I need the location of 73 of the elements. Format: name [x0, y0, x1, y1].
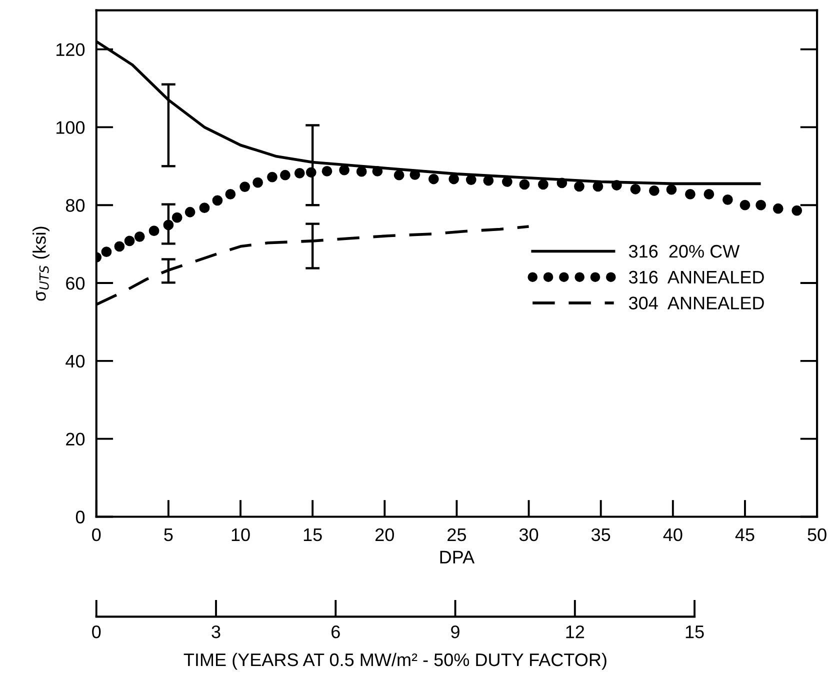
y-tick-label: 40 [66, 354, 85, 368]
x-tick-label: 40 [663, 528, 682, 542]
x-tick-label: 5 [164, 528, 173, 542]
point [466, 174, 476, 185]
y-tick-label: 80 [66, 199, 85, 212]
point [756, 200, 766, 210]
point [372, 166, 383, 176]
point [148, 226, 160, 236]
point [322, 166, 332, 176]
point [502, 176, 512, 187]
y-tick-label: 100 [56, 121, 85, 134]
point [740, 200, 750, 210]
y-axis-title: σ$_{UTS}$ (ksi) [32, 226, 50, 301]
x2-tick-label: 3 [212, 625, 220, 638]
point [630, 184, 641, 194]
x-tick-label: 35 [591, 528, 610, 542]
point [134, 231, 145, 242]
point [339, 164, 350, 176]
point [252, 177, 263, 188]
x-axis-title: DPA [440, 550, 475, 564]
point [114, 241, 125, 252]
point [483, 175, 494, 186]
point [448, 174, 460, 184]
y-tick-label: 20 [66, 432, 85, 446]
x2-tick-label: 15 [686, 626, 704, 638]
x-tick-label: 10 [232, 528, 250, 542]
legend-label: 304 ANNEALED [628, 296, 764, 310]
point [101, 246, 112, 258]
point [199, 202, 210, 214]
legend-label: 316 ANNEALED [628, 270, 764, 284]
point [184, 206, 196, 218]
point [212, 195, 223, 206]
point [685, 189, 696, 200]
point [612, 180, 622, 190]
point [163, 220, 174, 230]
x-tick-label: 0 [92, 528, 101, 542]
legend-label: 316 20% CW [628, 244, 740, 258]
point [267, 172, 278, 182]
point [428, 174, 439, 184]
point [240, 182, 250, 192]
x2-tick-label: 12 [566, 625, 584, 638]
x2-axis-title: TIME (YEARS AT 0.5 MW/m² - 50% DUTY FACTOR) [184, 652, 606, 670]
point [280, 170, 290, 180]
point [124, 236, 135, 246]
x-tick-label: 50 [808, 528, 826, 542]
x-tick-label: 20 [376, 528, 394, 542]
x2-tick-label: 0 [92, 625, 101, 638]
point [772, 203, 784, 214]
x2-tick-label: 6 [332, 625, 340, 638]
point [538, 179, 548, 190]
x2-tick-label: 9 [451, 625, 460, 638]
point [666, 184, 677, 195]
point [172, 212, 182, 223]
point [592, 181, 604, 192]
point [394, 170, 404, 180]
x-tick-label: 45 [735, 528, 754, 542]
y-tick-label: 60 [66, 276, 85, 290]
point [306, 167, 316, 178]
point [294, 168, 305, 178]
x-tick-label: 25 [448, 528, 466, 542]
point [519, 179, 530, 190]
point [704, 189, 714, 200]
point [225, 189, 236, 200]
point [556, 178, 568, 188]
x-tick-label: 15 [304, 528, 322, 542]
point [792, 205, 802, 216]
x-tick-label: 30 [519, 528, 538, 542]
point [648, 186, 660, 196]
y-tick-label: 0 [76, 510, 85, 524]
point [574, 181, 584, 192]
point [722, 194, 733, 205]
y-tick-label: 120 [56, 43, 85, 56]
point [356, 166, 367, 177]
